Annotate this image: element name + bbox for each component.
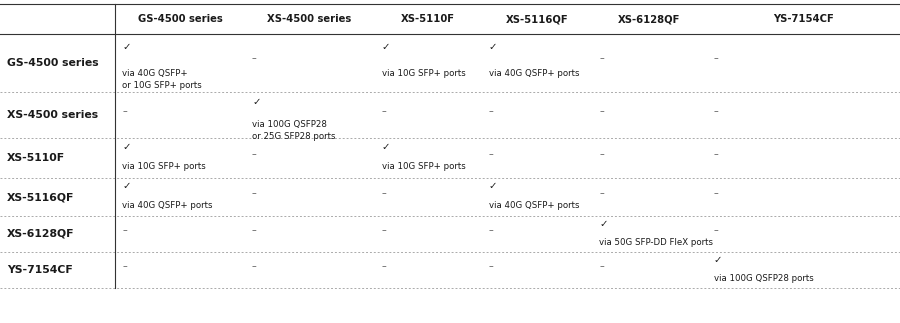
- Text: via 40G QSFP+ ports: via 40G QSFP+ ports: [489, 201, 580, 210]
- Text: ✓: ✓: [489, 181, 497, 191]
- Text: via 100G QSFP28
or 25G SFP28 ports: via 100G QSFP28 or 25G SFP28 ports: [252, 120, 336, 141]
- Text: XS-6128QF: XS-6128QF: [7, 229, 75, 239]
- Text: –: –: [599, 107, 604, 116]
- Text: –: –: [489, 263, 493, 272]
- Text: ✓: ✓: [599, 219, 608, 229]
- Text: ✓: ✓: [122, 181, 130, 191]
- Text: YS-7154CF: YS-7154CF: [773, 14, 833, 24]
- Text: ✓: ✓: [382, 142, 390, 152]
- Text: YS-7154CF: YS-7154CF: [7, 265, 73, 275]
- Text: XS-5116QF: XS-5116QF: [506, 14, 568, 24]
- Text: ✓: ✓: [252, 97, 260, 107]
- Text: via 10G SFP+ ports: via 10G SFP+ ports: [382, 69, 465, 78]
- Text: –: –: [252, 54, 256, 63]
- Text: –: –: [599, 54, 604, 63]
- Text: –: –: [122, 263, 127, 272]
- Text: –: –: [714, 107, 718, 116]
- Text: –: –: [714, 54, 718, 63]
- Text: –: –: [714, 227, 718, 235]
- Text: ✓: ✓: [714, 255, 722, 265]
- Text: –: –: [382, 227, 386, 235]
- Text: –: –: [382, 190, 386, 198]
- Text: XS-4500 series: XS-4500 series: [267, 14, 352, 24]
- Text: via 40G QSFP+ ports: via 40G QSFP+ ports: [122, 201, 213, 210]
- Text: ✓: ✓: [489, 42, 497, 52]
- Text: via 10G SFP+ ports: via 10G SFP+ ports: [382, 162, 465, 171]
- Text: via 40G QSFP+
or 10G SFP+ ports: via 40G QSFP+ or 10G SFP+ ports: [122, 69, 202, 90]
- Text: XS-5110F: XS-5110F: [7, 153, 66, 163]
- Text: –: –: [599, 263, 604, 272]
- Text: –: –: [122, 227, 127, 235]
- Text: –: –: [252, 190, 256, 198]
- Text: ✓: ✓: [122, 42, 130, 52]
- Text: –: –: [122, 107, 127, 116]
- Text: –: –: [252, 227, 256, 235]
- Text: ✓: ✓: [382, 42, 390, 52]
- Text: –: –: [382, 263, 386, 272]
- Text: GS-4500 series: GS-4500 series: [7, 58, 99, 68]
- Text: –: –: [489, 150, 493, 159]
- Text: –: –: [252, 150, 256, 159]
- Text: via 50G SFP-DD FleX ports: via 50G SFP-DD FleX ports: [599, 238, 714, 246]
- Text: via 10G SFP+ ports: via 10G SFP+ ports: [122, 162, 206, 171]
- Text: –: –: [599, 190, 604, 198]
- Text: GS-4500 series: GS-4500 series: [138, 14, 222, 24]
- Text: –: –: [714, 190, 718, 198]
- Text: XS-6128QF: XS-6128QF: [618, 14, 680, 24]
- Text: –: –: [489, 227, 493, 235]
- Text: XS-5110F: XS-5110F: [401, 14, 454, 24]
- Text: –: –: [489, 107, 493, 116]
- Text: –: –: [252, 263, 256, 272]
- Text: via 100G QSFP28 ports: via 100G QSFP28 ports: [714, 274, 814, 283]
- Text: ✓: ✓: [122, 142, 130, 152]
- Text: –: –: [382, 107, 386, 116]
- Text: XS-4500 series: XS-4500 series: [7, 110, 98, 120]
- Text: –: –: [714, 150, 718, 159]
- Text: via 40G QSFP+ ports: via 40G QSFP+ ports: [489, 69, 580, 78]
- Text: XS-5116QF: XS-5116QF: [7, 192, 75, 202]
- Text: –: –: [599, 150, 604, 159]
